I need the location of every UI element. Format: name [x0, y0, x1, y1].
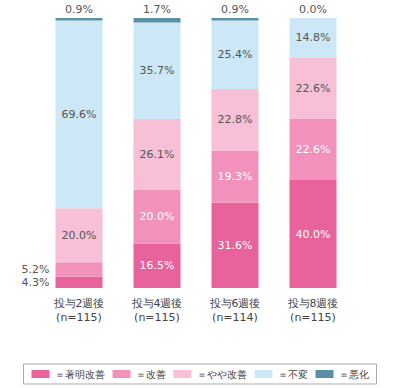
svg-text:19.3%: 19.3%: [218, 170, 253, 183]
svg-text:14.8%: 14.8%: [296, 31, 331, 44]
svg-text:＝不変: ＝不変: [278, 369, 308, 380]
svg-text:＝やや改善: ＝やや改善: [197, 369, 247, 380]
svg-text:＝改善: ＝改善: [136, 369, 166, 380]
svg-text:＝著明改善: ＝著明改善: [55, 369, 105, 380]
svg-text:投与6週後: 投与6週後: [209, 297, 261, 310]
svg-text:投与2週後: 投与2週後: [53, 297, 105, 310]
svg-text:(n=115): (n=115): [134, 311, 180, 324]
svg-text:(n=115): (n=115): [290, 311, 336, 324]
svg-text:22.8%: 22.8%: [218, 113, 253, 126]
svg-text:20.0%: 20.0%: [62, 229, 97, 242]
svg-text:0.0%: 0.0%: [299, 3, 327, 16]
svg-text:69.6%: 69.6%: [62, 108, 97, 121]
svg-text:31.6%: 31.6%: [218, 239, 253, 252]
svg-text:22.6%: 22.6%: [296, 143, 331, 156]
svg-text:35.7%: 35.7%: [140, 64, 175, 77]
svg-text:40.0%: 40.0%: [296, 228, 331, 241]
svg-text:4.3%: 4.3%: [22, 276, 50, 289]
svg-text:25.4%: 25.4%: [218, 48, 253, 61]
svg-text:(n=115): (n=115): [56, 311, 102, 324]
svg-text:1.7%: 1.7%: [143, 3, 171, 16]
svg-text:0.9%: 0.9%: [221, 3, 249, 16]
svg-text:投与8週後: 投与8週後: [287, 297, 339, 310]
svg-text:＝悪化: ＝悪化: [339, 369, 369, 380]
svg-text:5.2%: 5.2%: [22, 263, 50, 276]
svg-text:(n=114): (n=114): [212, 311, 258, 324]
svg-text:22.6%: 22.6%: [296, 82, 331, 95]
svg-text:26.1%: 26.1%: [140, 148, 175, 161]
svg-text:20.0%: 20.0%: [140, 210, 175, 223]
svg-text:16.5%: 16.5%: [140, 259, 175, 272]
svg-text:投与4週後: 投与4週後: [131, 297, 183, 310]
svg-text:0.9%: 0.9%: [65, 3, 93, 16]
